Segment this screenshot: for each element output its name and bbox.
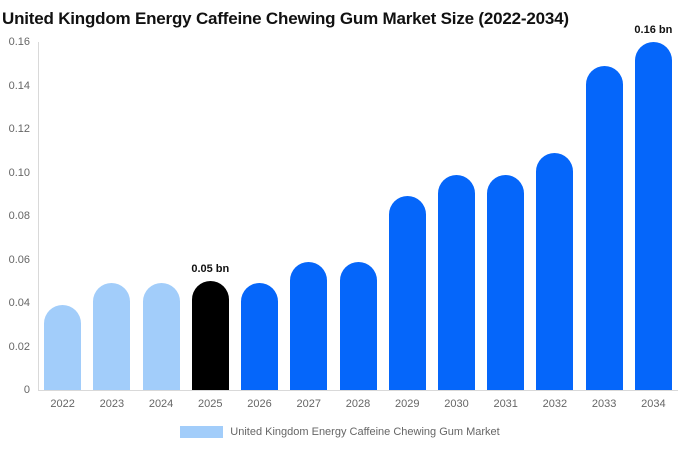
x-tick-label: 2034	[641, 398, 666, 410]
plot-area: 0.05 bn 0.16 bn	[38, 24, 678, 390]
x-tick-label: 2033	[591, 398, 617, 410]
bar-2023[interactable]	[93, 283, 131, 390]
x-tick-label: 2028	[345, 398, 371, 410]
bar-value-label: 0.16 bn	[634, 24, 673, 36]
x-tick-label: 2027	[296, 398, 322, 410]
x-tick-label: 2030	[444, 398, 469, 410]
bars-area: 0.05 bn 0.16 bn	[38, 24, 678, 390]
bar-2025[interactable]	[191, 281, 229, 390]
bar-2032[interactable]	[536, 152, 574, 390]
x-tick-label: 2022	[50, 398, 75, 410]
bar-value-label: 0.05 bn	[191, 263, 230, 276]
y-tick-label: 0.04	[8, 297, 30, 309]
chart-title: United Kingdom Energy Caffeine Chewing G…	[2, 9, 569, 28]
bar-2034[interactable]	[634, 42, 672, 390]
bar-2030[interactable]	[437, 174, 475, 390]
x-tick-label: 2024	[148, 398, 174, 410]
y-tick-label: 0.12	[8, 123, 30, 135]
y-axis: 0 0.02 0.04 0.06 0.08 0.10 0.12 0.14 0.16	[0, 36, 30, 396]
bar-2029[interactable]	[388, 196, 426, 390]
x-tick-label: 2023	[99, 398, 125, 410]
x-tick-label: 2026	[247, 398, 272, 410]
x-tick-label: 2029	[394, 398, 420, 410]
bar-2022[interactable]	[44, 305, 82, 390]
bar-2024[interactable]	[142, 283, 180, 390]
x-tick-label: 2025	[198, 398, 223, 410]
y-tick-label: 0.02	[8, 340, 30, 353]
legend-swatch	[180, 426, 224, 438]
x-axis-line	[38, 390, 678, 391]
x-tick-label: 2032	[542, 398, 568, 410]
legend-label: United Kingdom Energy Caffeine Chewing G…	[230, 426, 500, 438]
bar-2033[interactable]	[585, 65, 623, 390]
y-tick-label: 0.08	[8, 210, 30, 222]
y-tick-label: 0.10	[8, 166, 30, 179]
bar-2027[interactable]	[290, 261, 328, 390]
x-axis: 2022 2023 2024 2025 2026 2027 2028 2029 2030 2031…	[38, 398, 678, 414]
x-tick-label: 2031	[493, 398, 518, 410]
legend-item[interactable]: United Kingdom Energy Caffeine Chewing G…	[0, 426, 680, 438]
bar-2026[interactable]	[241, 283, 279, 390]
bar-2031[interactable]	[487, 174, 525, 390]
bar-2028[interactable]	[339, 261, 377, 390]
y-tick-label: 0	[23, 384, 30, 396]
y-tick-label: 0.14	[8, 79, 30, 92]
y-tick-label: 0.16	[8, 36, 30, 48]
y-axis-line	[38, 42, 39, 390]
y-tick-label: 0.06	[8, 253, 30, 266]
